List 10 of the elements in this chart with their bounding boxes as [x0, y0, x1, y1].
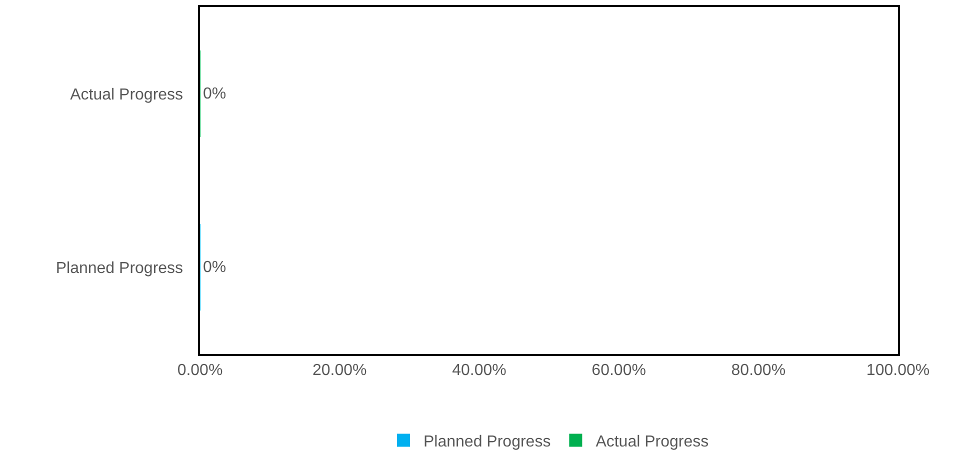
x-tick-label: 60.00%	[592, 362, 646, 379]
x-tick-label: 0.00%	[177, 362, 223, 379]
data-label: 0%	[203, 85, 226, 102]
legend-label: Actual Progress	[596, 434, 709, 451]
x-tick-label: 100.00%	[866, 362, 930, 379]
legend-label: Planned Progress	[424, 434, 551, 451]
x-tick-label: 40.00%	[452, 362, 506, 379]
x-tick-label: 80.00%	[731, 362, 786, 379]
x-tick-label: 20.00%	[312, 362, 367, 379]
data-label: 0%	[203, 258, 226, 276]
